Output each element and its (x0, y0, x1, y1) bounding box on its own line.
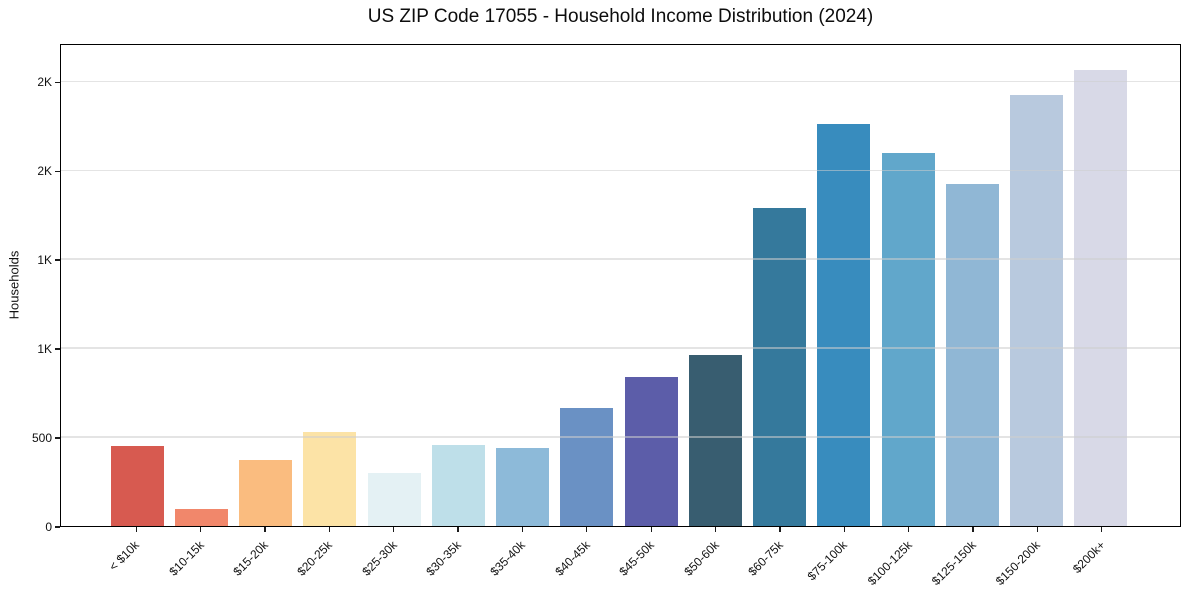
bar--60-75k (753, 208, 807, 526)
bar--50-60k (688, 355, 742, 526)
bar--10-15k (174, 509, 228, 526)
bar-slot (1005, 45, 1069, 526)
x-tick-mark (1036, 527, 1039, 532)
bar--30-35k (431, 445, 485, 526)
x-tick-mark (1101, 527, 1103, 532)
y-tick-label: 0 (45, 519, 52, 534)
x-tick-mark (393, 527, 395, 532)
bar--125-150k (945, 184, 999, 526)
y-tick-mark (55, 437, 60, 439)
bar-slot (491, 45, 555, 526)
x-tick-label: < $10k (106, 538, 143, 574)
bar--45-50k (624, 377, 678, 526)
plot-area (60, 44, 1181, 527)
y-tick-mark (55, 81, 60, 83)
bar-slot (426, 45, 490, 526)
x-tick-mark (843, 527, 845, 532)
x-tick-mark (521, 527, 524, 532)
bar--40-45k (560, 408, 614, 526)
x-tick-mark (714, 527, 717, 532)
y-tick-mark (55, 170, 60, 172)
bars-layer (105, 45, 1133, 526)
x-tick-mark (457, 527, 459, 532)
y-tick-label: 2K (37, 163, 52, 178)
x-tick-mark (199, 527, 202, 532)
x-tick-mark (328, 527, 330, 532)
bar--15-20k (239, 459, 293, 526)
bar--150-200k (1010, 94, 1064, 526)
bar--25-30k (367, 472, 421, 526)
chart-title: US ZIP Code 17055 - Household Income Dis… (367, 6, 874, 27)
bar-slot (362, 45, 426, 526)
bar-slot (298, 45, 362, 526)
bar-slot (169, 45, 233, 526)
bar-slot (940, 45, 1004, 526)
x-tick-mark (135, 527, 137, 532)
x-tick-mark (586, 527, 588, 532)
bar-slot (619, 45, 683, 526)
y-tick-label: 500 (31, 430, 52, 445)
bar--100-125k (881, 153, 935, 526)
bar--10k (110, 446, 164, 526)
bar-slot (748, 45, 812, 526)
x-tick-mark (779, 527, 781, 532)
y-tick-mark (55, 348, 60, 350)
y-tick-label: 1K (37, 341, 52, 356)
x-tick-mark (908, 527, 910, 532)
x-tick-mark (972, 527, 974, 532)
bar--35-40k (496, 448, 550, 526)
bar-slot (1069, 45, 1133, 526)
y-tick-mark (55, 526, 60, 528)
bar-slot (234, 45, 298, 526)
bar-slot (555, 45, 619, 526)
bar-slot (105, 45, 169, 526)
x-tick-mark (650, 527, 652, 532)
bar-slot (876, 45, 940, 526)
y-tick-mark (55, 259, 60, 261)
bar--200k+ (1074, 69, 1128, 526)
y-tick-label: 2K (37, 74, 52, 89)
bar--20-25k (303, 432, 357, 526)
y-tick-label: 1K (37, 252, 52, 267)
x-tick-mark (264, 527, 266, 532)
bar-slot (683, 45, 747, 526)
bar--75-100k (817, 123, 871, 526)
bar-slot (812, 45, 876, 526)
